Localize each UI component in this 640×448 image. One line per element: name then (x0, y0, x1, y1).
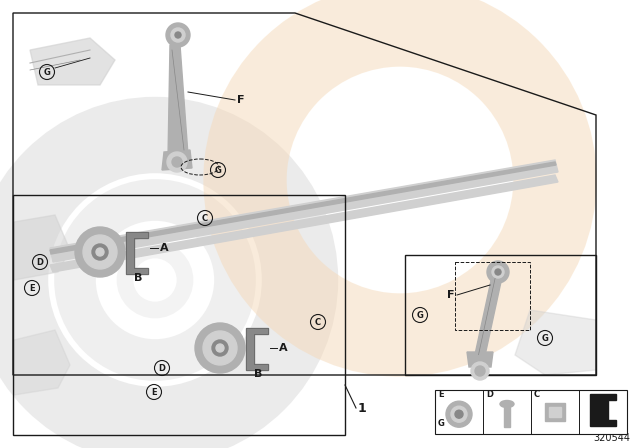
Text: C: C (315, 318, 321, 327)
Circle shape (92, 244, 108, 260)
Circle shape (171, 28, 185, 42)
Circle shape (446, 401, 472, 427)
Text: E: E (151, 388, 157, 396)
Circle shape (195, 323, 245, 373)
Bar (435, 390, 627, 434)
Bar (549, 407, 561, 417)
Bar (504, 407, 510, 427)
Circle shape (175, 32, 181, 38)
Text: C: C (202, 214, 208, 223)
Text: F: F (237, 95, 244, 105)
Polygon shape (475, 271, 503, 356)
Circle shape (216, 344, 224, 352)
Circle shape (166, 23, 190, 47)
Text: 1: 1 (358, 401, 367, 414)
Text: G: G (417, 310, 424, 319)
Text: G: G (214, 165, 221, 175)
Circle shape (471, 362, 489, 380)
Text: D: D (486, 390, 493, 399)
Polygon shape (14, 330, 70, 395)
Text: B: B (254, 369, 262, 379)
Polygon shape (50, 160, 558, 262)
Circle shape (451, 406, 467, 422)
Polygon shape (515, 310, 596, 375)
Polygon shape (162, 150, 192, 170)
Polygon shape (30, 38, 115, 85)
Text: D: D (36, 258, 44, 267)
Circle shape (83, 235, 117, 269)
Text: E: E (29, 284, 35, 293)
Circle shape (495, 269, 501, 275)
Polygon shape (246, 328, 268, 370)
Circle shape (455, 410, 463, 418)
Circle shape (203, 331, 237, 365)
Bar (545, 403, 565, 421)
Text: 2: 2 (495, 401, 504, 414)
Circle shape (167, 152, 187, 172)
Polygon shape (126, 232, 148, 274)
Circle shape (172, 157, 182, 167)
Text: G: G (44, 68, 51, 77)
Circle shape (75, 227, 125, 277)
Text: B: B (134, 273, 142, 283)
Polygon shape (467, 352, 493, 367)
Text: E: E (438, 390, 444, 399)
Text: A: A (160, 243, 168, 253)
Circle shape (212, 340, 228, 356)
Text: 320544: 320544 (593, 433, 630, 443)
Polygon shape (14, 215, 70, 280)
Text: G: G (438, 419, 445, 428)
Text: A: A (279, 343, 287, 353)
Polygon shape (168, 45, 188, 158)
Ellipse shape (500, 401, 514, 408)
Circle shape (96, 248, 104, 256)
Polygon shape (50, 175, 558, 272)
Text: F: F (447, 290, 455, 300)
Text: C: C (534, 390, 540, 399)
Text: D: D (159, 363, 166, 372)
Text: G: G (541, 333, 548, 343)
Polygon shape (590, 394, 616, 426)
Circle shape (475, 366, 485, 376)
Circle shape (492, 266, 504, 278)
Circle shape (487, 261, 509, 283)
Polygon shape (50, 162, 556, 254)
